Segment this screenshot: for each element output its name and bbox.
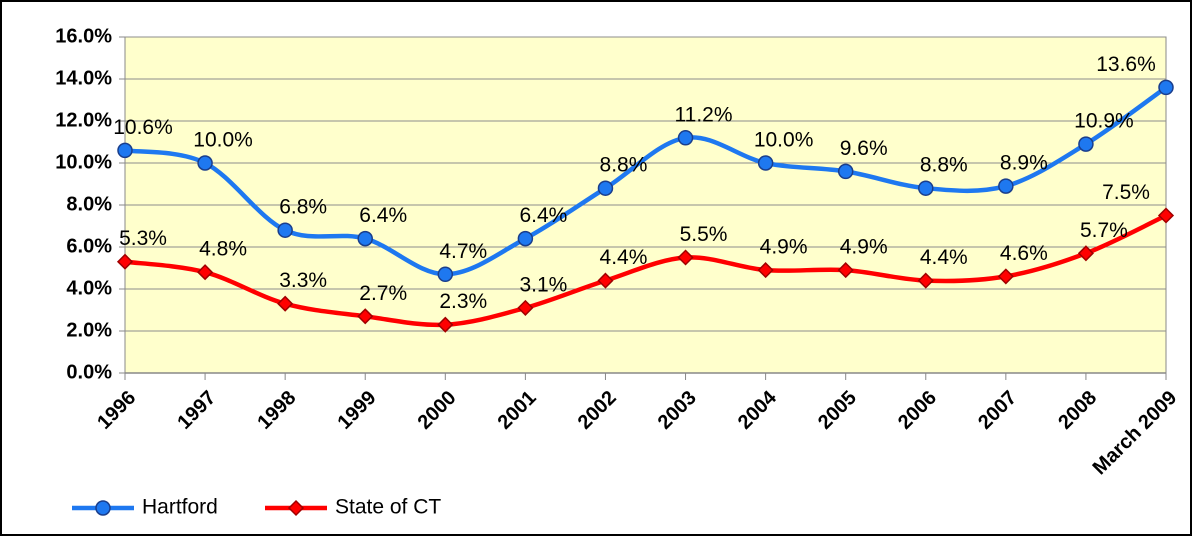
y-tick-label: 6.0% [66,235,112,257]
data-label: 4.9% [840,236,888,259]
data-label: 10.6% [113,116,173,139]
data-label: 6.8% [279,196,327,219]
y-tick-label: 8.0% [66,193,112,215]
point [757,155,774,171]
point [357,230,373,247]
point [277,222,293,238]
point [757,262,774,279]
data-label: 8.9% [1000,152,1048,175]
data-label: 6.4% [519,204,567,227]
point [1077,245,1094,262]
point [837,262,854,279]
data-label: 13.6% [1096,53,1156,76]
point [437,266,454,283]
point [677,249,694,266]
y-tick-label: 10.0% [55,151,112,173]
point [117,142,133,159]
point [1158,79,1174,96]
data-label: 2.7% [359,282,407,305]
data-label: 4.9% [760,236,808,259]
data-label: 3.3% [279,269,327,292]
data-label: 5.7% [1080,219,1128,242]
point [116,253,134,270]
point [197,264,214,281]
point [437,316,454,333]
point [998,178,1014,194]
data-label: 6.4% [359,204,407,227]
data-label: 2.3% [439,290,487,313]
data-label: 8.8% [920,154,968,177]
legend-label: Hartford [142,496,218,519]
point [597,180,614,196]
data-label: 11.2% [675,103,733,126]
data-label: 7.5% [1102,181,1150,204]
data-label: 3.1% [519,273,567,296]
legend-marker [287,499,305,517]
y-tick-label: 16.0% [55,25,112,47]
y-tick-label: 2.0% [66,319,112,341]
data-label: 4.8% [199,238,247,261]
data-label: 4.6% [1000,242,1048,265]
point [1078,136,1094,152]
y-tick-label: 12.0% [55,109,112,131]
data-label: 5.5% [680,223,728,246]
point [917,272,934,289]
legend-label: State of CT [335,496,441,519]
data-label: 10.0% [754,129,814,152]
point [918,180,934,196]
point [597,272,614,289]
data-label: 10.0% [193,129,253,152]
point [837,163,854,180]
data-label: 4.4% [600,246,648,269]
data-label: 10.9% [1074,110,1134,133]
data-label: 8.8% [600,154,648,177]
point [677,130,694,146]
point [197,155,213,171]
data-label: 5.3% [119,227,167,250]
point [357,308,374,325]
data-label: 4.7% [439,240,487,263]
data-label: 9.6% [840,137,888,160]
point [1157,207,1175,224]
point [517,230,534,247]
y-tick-label: 4.0% [66,277,112,299]
data-label: 4.4% [920,246,968,269]
legend-marker [95,500,111,516]
point [517,299,534,316]
y-tick-label: 14.0% [55,67,112,89]
point [277,295,294,312]
y-tick-label: 0.0% [66,361,112,383]
point [997,268,1014,285]
